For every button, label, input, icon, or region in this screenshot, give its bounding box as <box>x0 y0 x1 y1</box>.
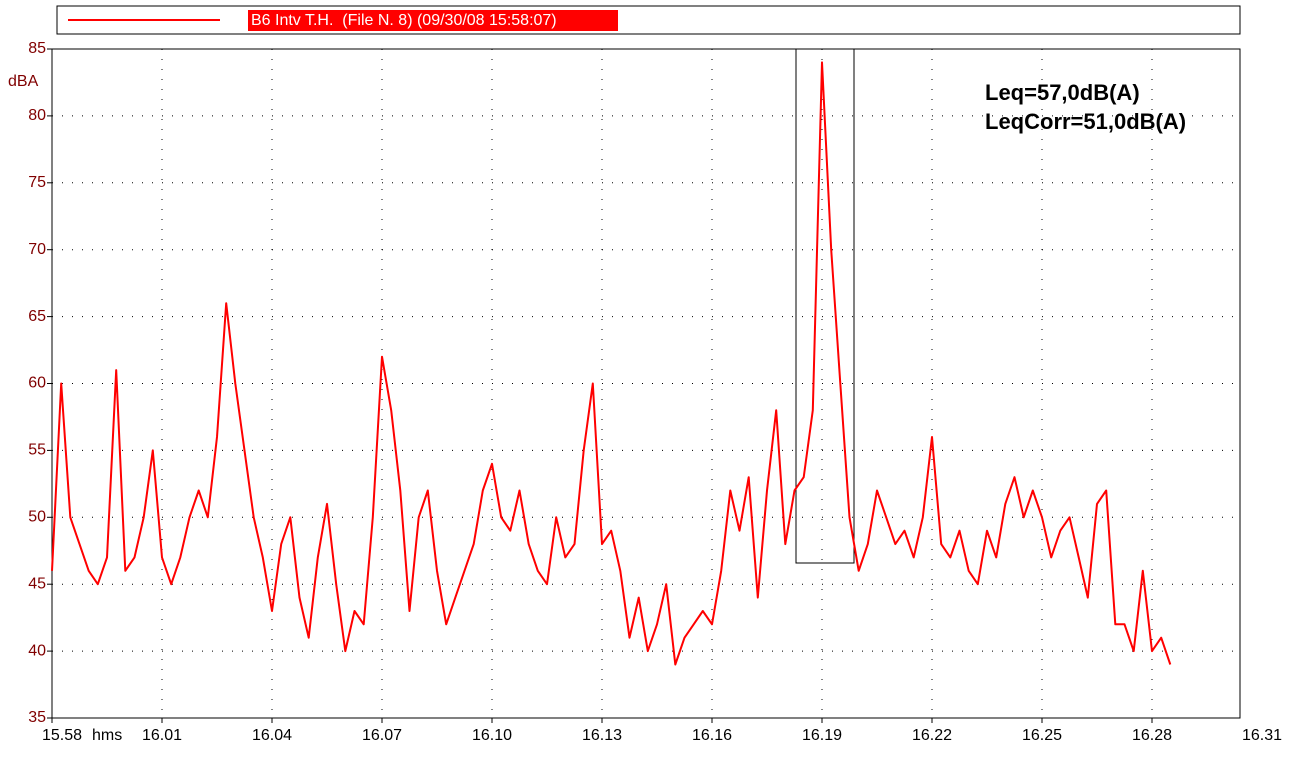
annotation: LeqCorr=51,0dB(A) <box>985 109 1186 134</box>
plot-frame <box>51 48 1241 719</box>
y-tick-label: 60 <box>28 375 46 392</box>
x-tick-label: 16.25 <box>1022 727 1062 744</box>
y-tick-label: 65 <box>28 308 46 325</box>
legend-label: B6 Intv T.H. (File N. 8) (09/30/08 15:58… <box>251 12 557 29</box>
legend-label-bg <box>248 10 618 31</box>
x-tick-label: 16.19 <box>802 727 842 744</box>
x-tick-label: 16.22 <box>912 727 952 744</box>
x-tick-label: 16.28 <box>1132 727 1172 744</box>
y-tick-label: 40 <box>28 642 46 659</box>
x-tick-label: 16.04 <box>252 727 292 744</box>
x-tick-label: 16.10 <box>472 727 512 744</box>
y-tick-label: 75 <box>28 174 46 191</box>
x-tick-label: 16.31 <box>1242 727 1282 744</box>
y-tick-label: 50 <box>28 509 46 526</box>
y-tick-label: 35 <box>28 709 46 726</box>
x-tick-label: 16.01 <box>142 727 182 744</box>
y-tick-label: 45 <box>28 575 46 592</box>
y-tick-label: 80 <box>28 107 46 124</box>
x-tick-label: 15.58 <box>42 727 82 744</box>
y-tick-label: 55 <box>28 442 46 459</box>
highlight-box <box>795 48 855 564</box>
legend-box <box>56 5 1241 35</box>
y-tick-label: 70 <box>28 241 46 258</box>
x-tick-label: 16.07 <box>362 727 402 744</box>
x-unit: hms <box>92 727 122 744</box>
x-tick-label: 16.13 <box>582 727 622 744</box>
annotation: Leq=57,0dB(A) <box>985 80 1140 105</box>
x-tick-label: 16.16 <box>692 727 732 744</box>
y-tick-label: 85 <box>28 40 46 57</box>
y-unit: dBA <box>8 73 39 90</box>
data-line <box>51 61 1172 666</box>
